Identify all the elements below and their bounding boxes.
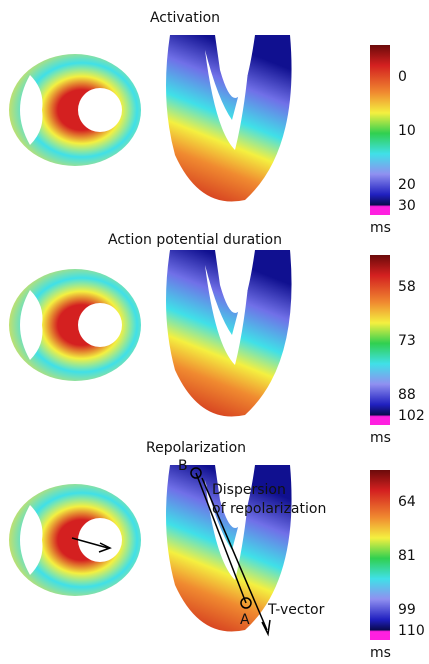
colorbar-tick-label: 64 (398, 494, 416, 510)
annotation: Dispersion (212, 482, 286, 498)
colorbar-tick-label: 58 (398, 279, 416, 295)
colorbar-tick-label: 99 (398, 602, 416, 618)
colorbar-tick-label: 20 (398, 177, 416, 193)
colorbar-unit: ms (370, 430, 391, 446)
colorbar-tick-label: 110 (398, 623, 425, 639)
point-label: B (178, 458, 188, 474)
panel-title: Repolarization (146, 440, 246, 456)
point-label: A (240, 612, 250, 628)
colorbar-tick-label: 73 (398, 333, 416, 349)
figure: B Dispersion of repolarization A T-vecto… (0, 0, 429, 664)
heart-maps (9, 35, 292, 202)
colorbar (370, 255, 390, 425)
colorbar-tick-label: 88 (398, 387, 416, 403)
colorbar-unit: ms (370, 220, 391, 236)
panel-title: Activation (150, 10, 220, 26)
colorbar-unit: ms (370, 645, 391, 661)
colorbar-tick-label: 10 (398, 123, 416, 139)
panel-title: Action potential duration (108, 232, 282, 248)
colorbar (370, 45, 390, 215)
colorbar-tick-label: 81 (398, 548, 416, 564)
annotation: of repolarization (212, 501, 326, 517)
heart-maps (9, 250, 292, 417)
colorbar-tick-label: 30 (398, 198, 416, 214)
annotation: T-vector (267, 602, 325, 618)
colorbar-tick-label: 102 (398, 408, 425, 424)
colorbar-tick-label: 0 (398, 69, 407, 85)
colorbar (370, 470, 390, 640)
